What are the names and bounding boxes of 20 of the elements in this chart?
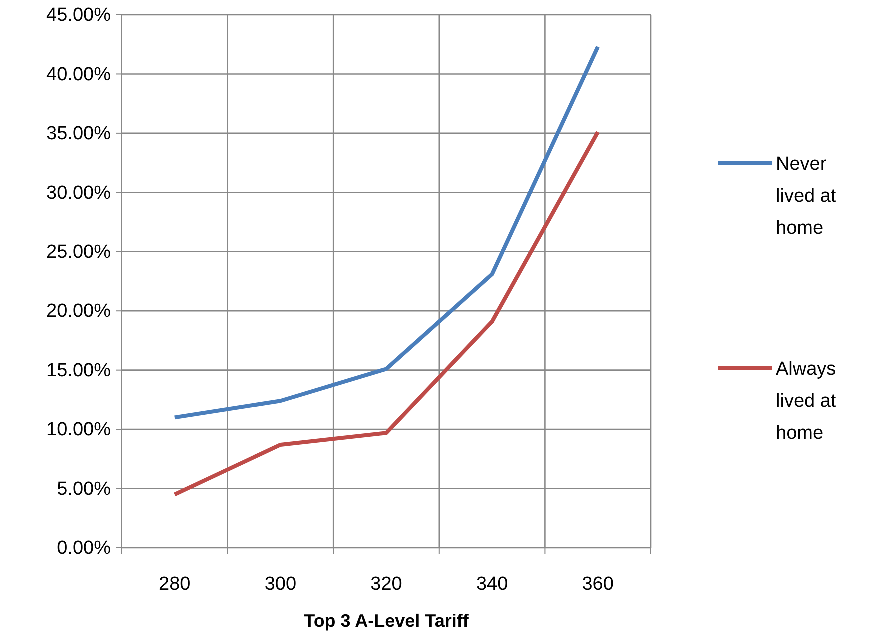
- line-series: [172, 130, 600, 497]
- y-tick-label: 30.00%: [46, 182, 112, 204]
- y-tick-label: 0.00%: [57, 538, 112, 560]
- y-tick-label: 5.00%: [57, 478, 112, 500]
- x-axis-title: Top 3 A-Level Tariff: [304, 611, 470, 631]
- x-tick-label: 280: [159, 574, 191, 595]
- legend-label: Never lived at home: [776, 154, 837, 239]
- y-tick-label: 40.00%: [46, 64, 112, 86]
- x-tick-label: 360: [582, 574, 614, 595]
- y-tick-label: 35.00%: [46, 124, 112, 145]
- y-tick-label: 15.00%: [46, 360, 112, 382]
- x-tick-label: 340: [476, 574, 508, 595]
- legend-label: Always lived at home: [776, 359, 837, 444]
- y-tick-label: 45.00%: [46, 5, 112, 26]
- line-series: [172, 44, 600, 420]
- y-tick-label: 10.00%: [46, 420, 112, 441]
- x-tick-label: 300: [264, 574, 297, 595]
- y-tick-label: 20.00%: [46, 301, 112, 322]
- x-tick-label: 320: [370, 574, 402, 595]
- y-tick-label: 25.00%: [46, 242, 112, 263]
